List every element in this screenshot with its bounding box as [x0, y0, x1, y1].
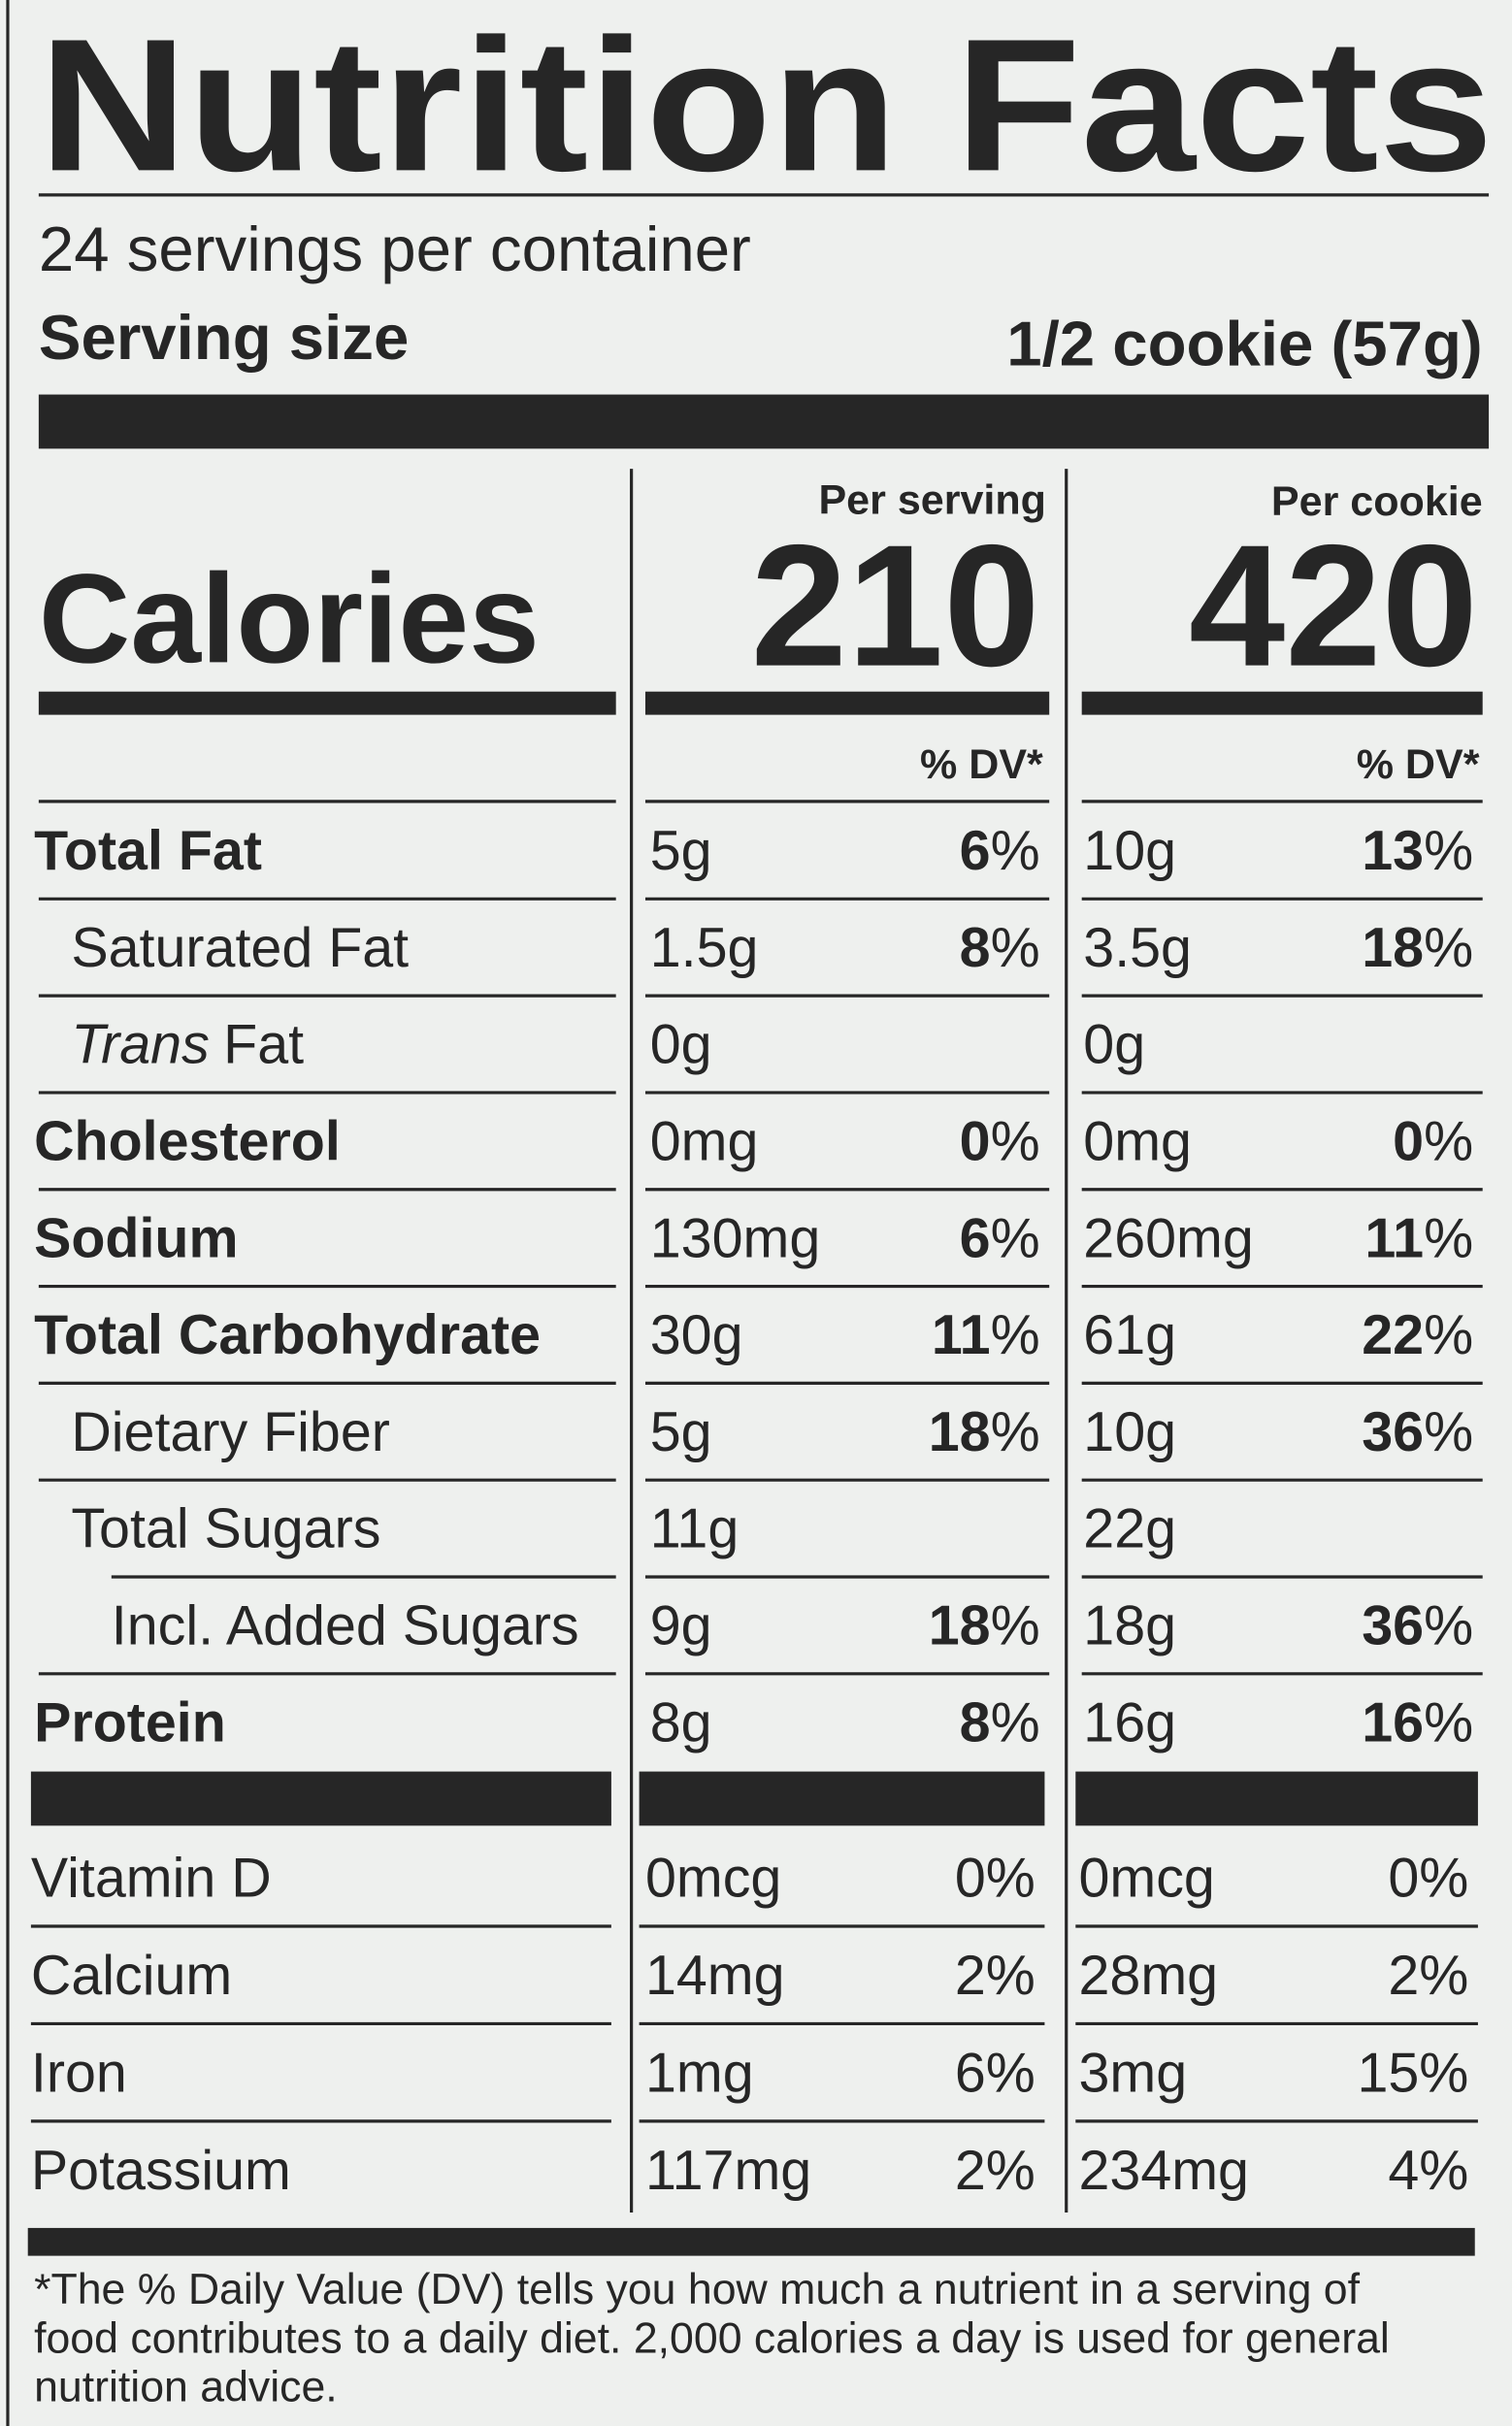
amount: 0g — [650, 1014, 712, 1076]
nutrient-name: Dietary Fiber — [71, 1401, 390, 1463]
daily-value: 4% — [1388, 2140, 1468, 2202]
amount: 0mcg — [1078, 1848, 1214, 1910]
vitamin-name: Calcium — [31, 1945, 232, 2007]
name-part: Fat — [223, 1014, 304, 1076]
amount: 61g — [1083, 1304, 1176, 1366]
amount: 1mg — [645, 2043, 754, 2105]
amount: 22g — [1083, 1498, 1176, 1560]
amount: 260mg — [1083, 1207, 1254, 1269]
daily-value: 18% — [1362, 917, 1473, 979]
serving-size-value: 1/2 cookie (57g) — [1006, 308, 1482, 378]
daily-value: 18% — [929, 1401, 1040, 1463]
amount: 10g — [1083, 1401, 1176, 1463]
daily-value: 2% — [955, 2140, 1035, 2202]
amount: 11g — [650, 1498, 740, 1560]
amount: 3mg — [1078, 2043, 1187, 2105]
daily-value: 11% — [1364, 1207, 1473, 1269]
bar — [38, 691, 616, 715]
daily-value: 13% — [1362, 820, 1473, 882]
bar — [644, 691, 1050, 715]
serving-size-label: Serving size — [39, 302, 409, 373]
amount: 3.5g — [1083, 917, 1192, 979]
name-part: Trans — [71, 1014, 209, 1076]
bar — [27, 2227, 1475, 2256]
amount: 0mg — [1083, 1110, 1192, 1172]
amount: 130mg — [650, 1207, 821, 1269]
daily-value: 0% — [960, 1110, 1040, 1172]
nutrient-name: Incl. Added Sugars — [112, 1595, 579, 1657]
daily-value: 8% — [960, 917, 1040, 979]
daily-value: 6% — [960, 1207, 1040, 1269]
amount: 5g — [650, 1401, 712, 1463]
bar — [1075, 1771, 1478, 1826]
amount: 10g — [1083, 820, 1176, 882]
title: Nutrition Facts — [39, 0, 1494, 211]
amount: 14mg — [645, 1945, 785, 2007]
footnote: nutrition advice. — [34, 2363, 338, 2410]
nutrient-name: Sodium — [34, 1207, 238, 1269]
column-header: Per cookie — [1271, 478, 1483, 525]
daily-value: 36% — [1362, 1595, 1473, 1657]
amount: 16g — [1083, 1691, 1176, 1754]
vitamin-name: Potassium — [31, 2140, 291, 2202]
thick-bar — [38, 394, 1490, 449]
daily-value: 0% — [955, 1848, 1035, 1910]
calories-value: 420 — [1189, 508, 1478, 703]
nutrient-name: Trans Fat — [71, 1014, 304, 1076]
daily-value: 18% — [929, 1595, 1040, 1657]
footnote: food contributes to a daily diet. 2,000 … — [34, 2314, 1390, 2362]
nutrient-name: Saturated Fat — [71, 917, 409, 979]
bar — [1081, 691, 1483, 715]
calories-value: 210 — [751, 508, 1040, 703]
daily-value: 2% — [1388, 1945, 1468, 2007]
amount: 0mg — [650, 1110, 759, 1172]
bar — [30, 1771, 611, 1826]
daily-value: 15% — [1357, 2043, 1468, 2105]
amount: 18g — [1083, 1595, 1176, 1657]
amount: 5g — [650, 820, 712, 882]
daily-value: 11% — [932, 1304, 1040, 1366]
daily-value: 2% — [955, 1945, 1035, 2007]
amount: 0g — [1083, 1014, 1145, 1076]
dv-header: % DV* — [1357, 741, 1480, 788]
amount: 28mg — [1078, 1945, 1218, 2007]
vitamin-name: Iron — [31, 2043, 127, 2105]
dv-header: % DV* — [920, 741, 1043, 788]
daily-value: 0% — [1388, 1848, 1468, 1910]
amount: 30g — [650, 1304, 743, 1366]
column-header: Per serving — [818, 476, 1046, 523]
daily-value: 22% — [1362, 1304, 1473, 1366]
amount: 9g — [650, 1595, 712, 1657]
bar — [639, 1771, 1045, 1826]
daily-value: 6% — [960, 820, 1040, 882]
daily-value: 8% — [960, 1691, 1040, 1754]
footnote: *The % Daily Value (DV) tells you how mu… — [34, 2266, 1361, 2313]
calories-label: Calories — [39, 547, 540, 689]
nutrient-name: Cholesterol — [34, 1110, 341, 1172]
nutrient-name: Total Fat — [34, 820, 262, 882]
daily-value: 0% — [1393, 1110, 1473, 1172]
daily-value: 36% — [1362, 1401, 1473, 1463]
vitamin-name: Vitamin D — [31, 1848, 272, 1910]
nutrient-name: Total Carbohydrate — [34, 1304, 541, 1366]
servings: 24 servings per container — [39, 213, 751, 284]
daily-value: 6% — [955, 2043, 1035, 2105]
amount: 234mg — [1078, 2140, 1249, 2202]
amount: 117mg — [645, 2140, 811, 2202]
amount: 0mcg — [645, 1848, 781, 1910]
daily-value: 16% — [1362, 1691, 1473, 1754]
amount: 1.5g — [650, 917, 759, 979]
nutrient-name: Protein — [34, 1691, 226, 1754]
nutrient-name: Total Sugars — [71, 1498, 380, 1560]
amount: 8g — [650, 1691, 712, 1754]
